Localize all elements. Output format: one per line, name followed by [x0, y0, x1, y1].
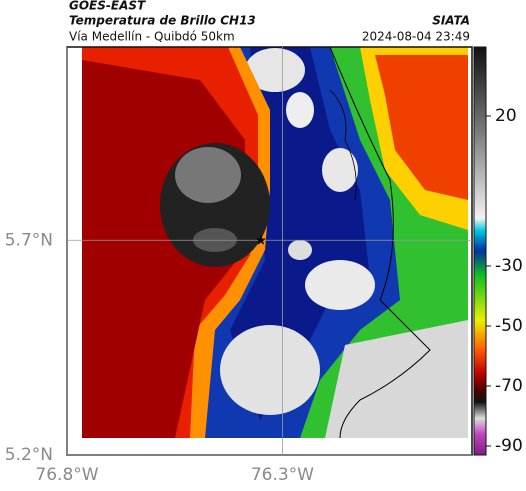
x-tick-label: 76.8°W	[35, 465, 98, 485]
colorbar	[473, 46, 487, 456]
colorbar-tick-label: -90	[495, 436, 523, 456]
datetime: 2024-08-04 23:49	[362, 30, 470, 44]
source: SIATA	[432, 14, 470, 28]
satellite-image	[82, 47, 468, 438]
x-tick-label: 76.3°W	[251, 465, 314, 485]
colorbar-tick-label: 20	[495, 106, 517, 126]
subtitle: Temperatura de Brillo CH13	[69, 14, 256, 28]
title: GOES-EAST	[69, 0, 146, 13]
route: Vía Medellín - Quibdó 50km	[69, 30, 235, 44]
y-tick-label: 5.2°N	[5, 445, 53, 465]
y-tick-label: 5.7°N	[5, 230, 53, 250]
colorbar-tick-label: -70	[495, 376, 523, 396]
location-marker	[255, 234, 267, 245]
colorbar-tick-label: -50	[495, 316, 523, 336]
colorbar-tick-label: -30	[495, 256, 523, 276]
